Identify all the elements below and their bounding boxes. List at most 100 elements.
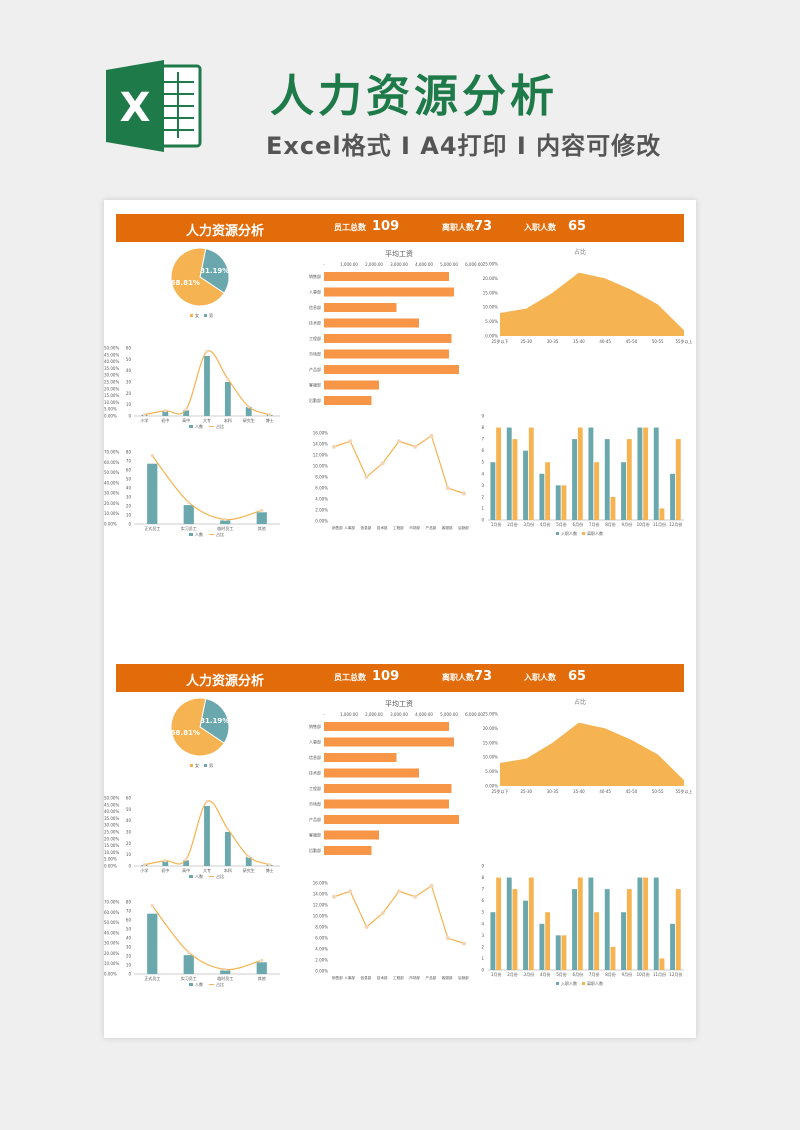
x-tick-label: 后勤部 [458, 975, 469, 980]
y-tick-label: 6 [481, 898, 484, 903]
legend-label: 女 [195, 762, 199, 768]
bar [324, 815, 459, 824]
x-tick-label: 35-40 [573, 339, 585, 344]
bar [545, 912, 551, 970]
bar [162, 411, 169, 416]
x-tick-label: 11月份 [653, 971, 666, 977]
bar [561, 485, 567, 520]
legend-swatch [189, 875, 193, 878]
y-tick-label: 客服部 [309, 382, 321, 388]
bar [224, 832, 231, 866]
dashboard-header: 人力资源分析 员工总数 109 离职人数 73 入职人数 65 [116, 664, 684, 692]
y-tick-label: 12.00% [313, 903, 328, 908]
bar [324, 380, 379, 390]
bar [604, 439, 610, 520]
legend-swatch [204, 764, 207, 767]
bar [610, 946, 616, 970]
legend-label: 占比 [216, 981, 224, 987]
x-tick-label: 实习员工 [181, 975, 197, 981]
line-point [445, 486, 450, 490]
bar [572, 889, 578, 970]
x-tick-label: 2月份 [507, 521, 518, 527]
pie-slice [170, 247, 225, 307]
bar [490, 462, 496, 520]
y-tick-label: 10 [126, 513, 132, 518]
y-tick-label: 14.00% [313, 892, 328, 897]
legend-swatch [189, 983, 193, 986]
x-tick-label: 11月份 [653, 521, 666, 527]
x-tick-label: 2,000.00 [365, 262, 383, 267]
bar [626, 889, 632, 970]
x-tick-label: 其他 [258, 525, 266, 531]
kpi-value-joined: 65 [568, 219, 587, 234]
x-tick-label: 4,000.00 [415, 262, 433, 267]
bar [588, 427, 594, 520]
x-tick-label: 技术部 [377, 525, 388, 530]
x-tick-label: 50-55 [652, 789, 664, 794]
ratio-point [223, 517, 227, 522]
y-tick-label: 1 [481, 506, 484, 511]
bar [588, 877, 594, 970]
legend-swatch [582, 532, 585, 535]
line-point [332, 894, 336, 899]
bar [594, 912, 600, 970]
y-tick-label: 25.00% [483, 712, 498, 717]
legend-label: 人数 [195, 873, 203, 879]
excel-logo-icon: X [104, 58, 204, 154]
y2-tick-label: 60.00% [104, 910, 119, 915]
y-tick-label: 市场部 [309, 801, 321, 807]
y-tick-label: 30 [126, 945, 132, 950]
ratio-point [150, 904, 154, 908]
x-tick-label: 临时员工 [217, 525, 233, 531]
x-tick-label: 30-35 [547, 339, 559, 344]
legend-swatch [582, 982, 585, 985]
y-tick-label: 9 [481, 414, 484, 419]
page-subtitle: Excel格式 I A4打印 I 内容可修改 [266, 132, 662, 160]
y2-tick-label: 0.00% [104, 522, 117, 527]
bar [324, 365, 459, 374]
y-tick-label: 20.00% [483, 276, 498, 281]
legend-label: 男 [209, 763, 213, 768]
bar [539, 923, 545, 970]
legend-swatch [556, 982, 559, 985]
y2-tick-label: 25.00% [104, 830, 119, 835]
y-tick-label: 2 [481, 494, 484, 499]
x-tick-label: 5,000.00 [440, 262, 458, 267]
bar [528, 877, 534, 970]
y2-tick-label: 0.00% [104, 864, 117, 869]
y-tick-label: 0 [128, 864, 131, 869]
y2-tick-label: 45.00% [104, 352, 119, 357]
spreadsheet-preview: 人力资源分析 员工总数 109 离职人数 73 入职人数 65 31.19% 6 8… [104, 200, 696, 1038]
ratio-point [226, 377, 230, 381]
bar [512, 889, 518, 970]
legend-swatch [204, 314, 207, 317]
legend-swatch [189, 533, 193, 536]
x-tick-label: 50-55 [652, 339, 664, 344]
y-tick-label: 技术部 [309, 770, 321, 776]
y-tick-label: 8 [481, 875, 484, 880]
bar [324, 287, 454, 297]
x-tick-label: 销售部 [332, 525, 343, 530]
y-tick-label: 后勤部 [309, 397, 321, 403]
bar [324, 272, 449, 281]
bar [506, 427, 512, 520]
pie-slice [199, 247, 230, 294]
x-tick-label: 45-50 [626, 339, 638, 344]
bar [147, 463, 158, 524]
x-tick-label: 技术部 [377, 975, 388, 980]
kpi-value-total: 109 [372, 669, 400, 684]
kpi-label-joined: 入职人数 [524, 673, 556, 682]
pie-value-label: 31.19% [200, 267, 229, 275]
y2-tick-label: 50.00% [104, 920, 119, 925]
y-tick-label: 60 [126, 468, 132, 473]
y-tick-label: 2.00% [315, 508, 328, 513]
x-tick-label: 10月份 [637, 521, 650, 527]
y-tick-label: 10 [126, 852, 132, 857]
dashboard-panel: 人力资源分析 员工总数 109 离职人数 73 入职人数 65 31.19% 68… [104, 200, 696, 620]
y2-tick-label: 5.00% [104, 857, 117, 862]
pie-slice [170, 697, 225, 757]
ratio-point [260, 508, 264, 512]
x-tick-label: 7月份 [589, 971, 600, 977]
logo-letter: X [120, 85, 151, 131]
y2-tick-label: 10.00% [104, 511, 119, 516]
